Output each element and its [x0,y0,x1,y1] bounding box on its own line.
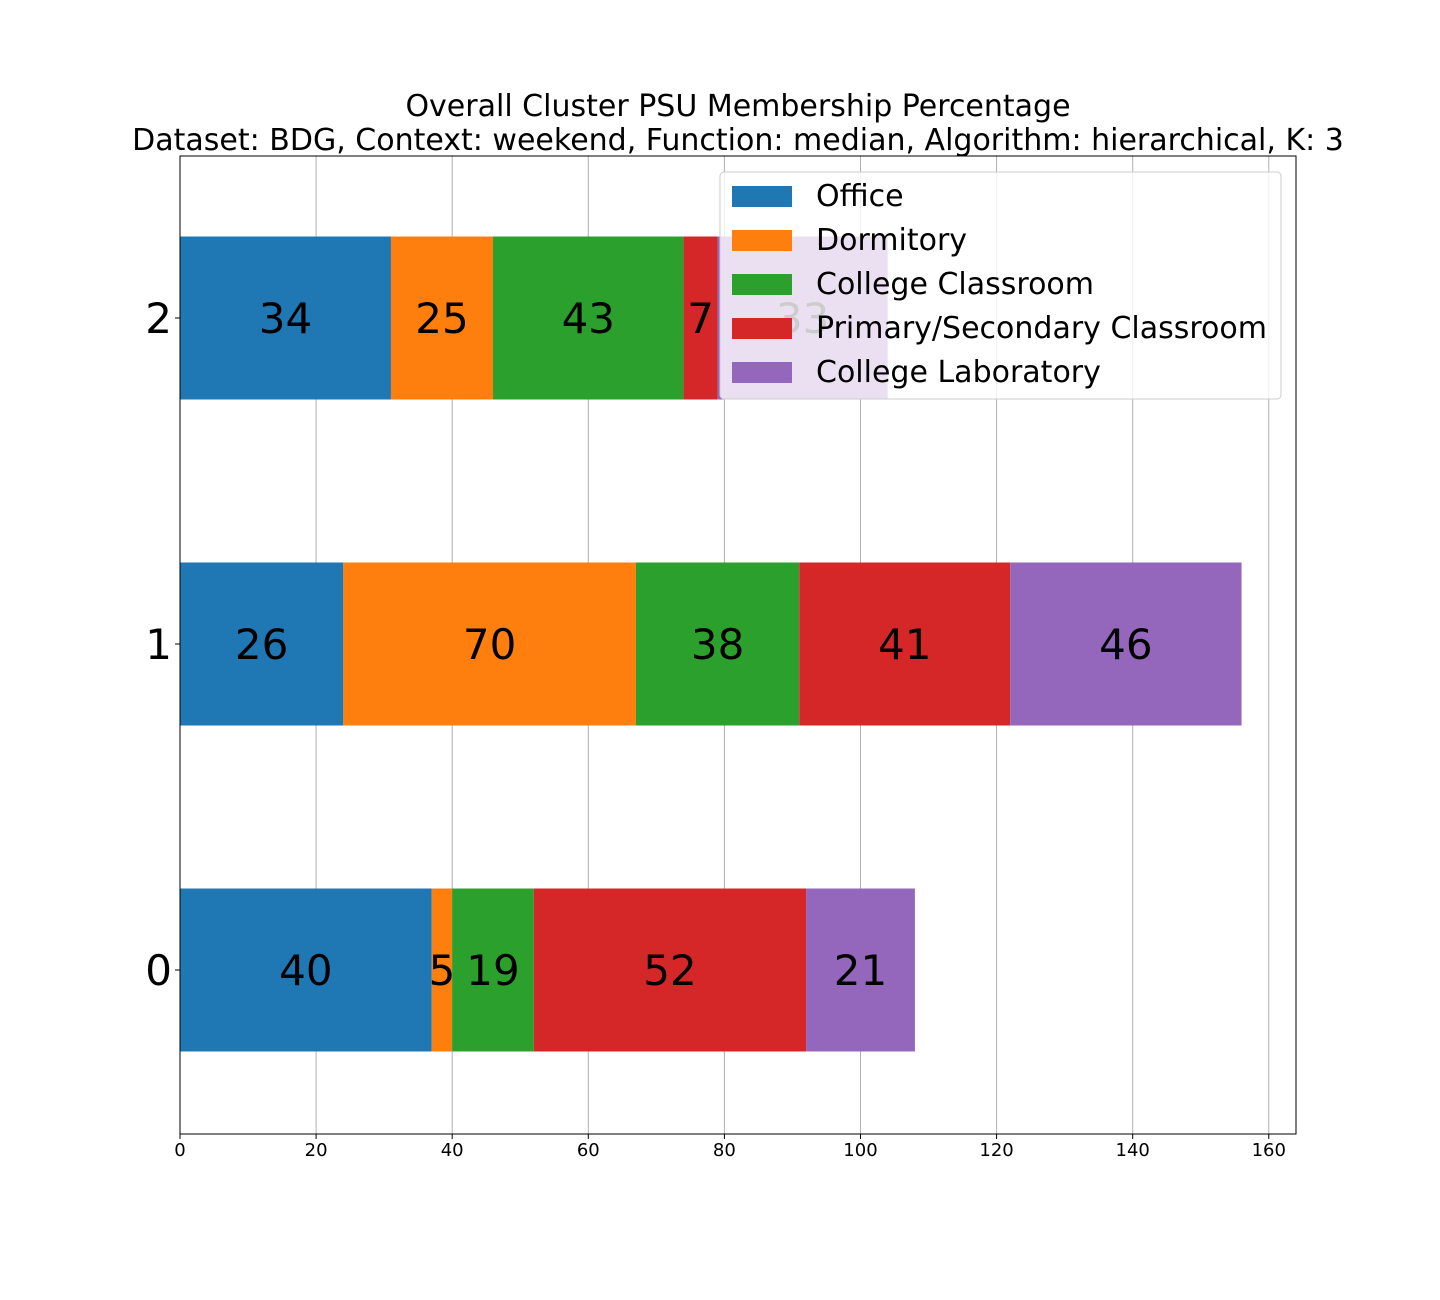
chart-title: Overall Cluster PSU Membership Percentag… [405,89,1070,124]
legend-label: College Laboratory [816,355,1101,390]
bar-value-label: 40 [279,946,332,995]
legend: Office Dormitory College Classroom Primary/… [719,171,1282,400]
y-tick-label: 2 [145,294,172,343]
bar-value-label: 7 [687,294,714,343]
bar-segment [180,236,391,400]
bar-segment [180,562,344,726]
bar-value-label: 70 [463,620,516,669]
x-tick-label: 60 [577,1140,600,1161]
bar-value-label: 34 [259,294,312,343]
bar-value-label: 19 [466,946,519,995]
bar-value-label: 26 [235,620,288,669]
bar-value-label: 21 [834,946,887,995]
bar-segment [431,888,453,1052]
x-tick-label: 40 [441,1140,464,1161]
x-tick-label: 20 [305,1140,328,1161]
bar-value-label: 52 [643,946,696,995]
legend-swatch [732,274,792,295]
bar-segment [683,236,718,400]
legend-label: Dormitory [816,223,967,258]
bar-segment [180,888,432,1052]
bar-value-label: 25 [415,294,468,343]
x-tick-label: 160 [1252,1140,1286,1161]
legend-swatch [732,318,792,339]
y-tick-label: 0 [145,946,172,995]
legend-swatch [732,230,792,251]
bar-segment [390,236,494,400]
plot-frame [179,155,1297,1135]
bar-value-label: 46 [1099,620,1152,669]
legend-label: College Classroom [816,267,1094,302]
x-tick-label: 140 [1116,1140,1150,1161]
bar-segment [799,562,1011,726]
bar-segment [452,888,534,1052]
chart-title-group: Overall Cluster PSU Membership Percentag… [132,89,1344,158]
legend-swatch [732,186,792,207]
legend-label: Primary/Secondary Classroom [816,311,1267,346]
bar-segment [806,888,915,1052]
bar-value-label: 5 [429,946,456,995]
bar-segment [493,236,684,400]
x-tick-label: 0 [174,1140,185,1161]
x-tick-label: 80 [713,1140,736,1161]
bar-segment [1010,562,1242,726]
bar-segment [635,562,800,726]
bar-value-label: 41 [878,620,931,669]
bar-segment [533,888,807,1052]
x-tick-label: 120 [979,1140,1013,1161]
legend-box [719,171,1282,400]
legend-swatch [732,362,792,383]
bar-segment [343,562,636,726]
axes-layer: 0 20 40 60 80 100 120 140 160 0 1 2 [145,155,1297,1161]
y-tick-label: 1 [145,620,172,669]
legend-label: Office [816,179,904,214]
x-tick-label: 100 [843,1140,877,1161]
bar-value-label: 43 [562,294,615,343]
chart-subtitle: Dataset: BDG, Context: weekend, Function… [132,123,1344,158]
bar-value-label: 38 [691,620,744,669]
